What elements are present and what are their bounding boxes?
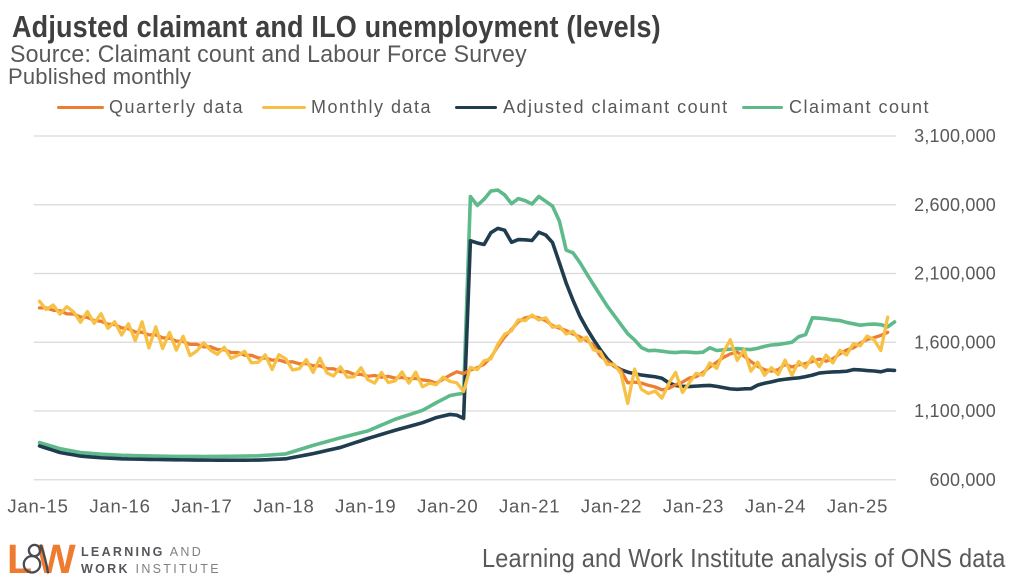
svg-text:2,600,000: 2,600,000 <box>914 195 996 215</box>
svg-text:1,100,000: 1,100,000 <box>914 401 996 421</box>
svg-text:Jan-22: Jan-22 <box>581 496 642 517</box>
svg-text:Jan-25: Jan-25 <box>827 496 888 517</box>
svg-text:1,600,000: 1,600,000 <box>914 332 996 352</box>
svg-text:Jan-16: Jan-16 <box>89 496 150 517</box>
svg-text:Jan-15: Jan-15 <box>7 496 68 517</box>
svg-text:Jan-21: Jan-21 <box>499 496 560 517</box>
svg-text:600,000: 600,000 <box>930 470 996 490</box>
svg-text:2,100,000: 2,100,000 <box>914 264 996 284</box>
svg-text:Jan-17: Jan-17 <box>171 496 232 517</box>
svg-text:3,100,000: 3,100,000 <box>914 126 996 146</box>
svg-text:Jan-23: Jan-23 <box>663 496 724 517</box>
svg-text:Jan-19: Jan-19 <box>335 496 396 517</box>
svg-text:Jan-20: Jan-20 <box>417 496 478 517</box>
svg-text:Jan-24: Jan-24 <box>745 496 806 517</box>
svg-text:Jan-18: Jan-18 <box>253 496 314 517</box>
